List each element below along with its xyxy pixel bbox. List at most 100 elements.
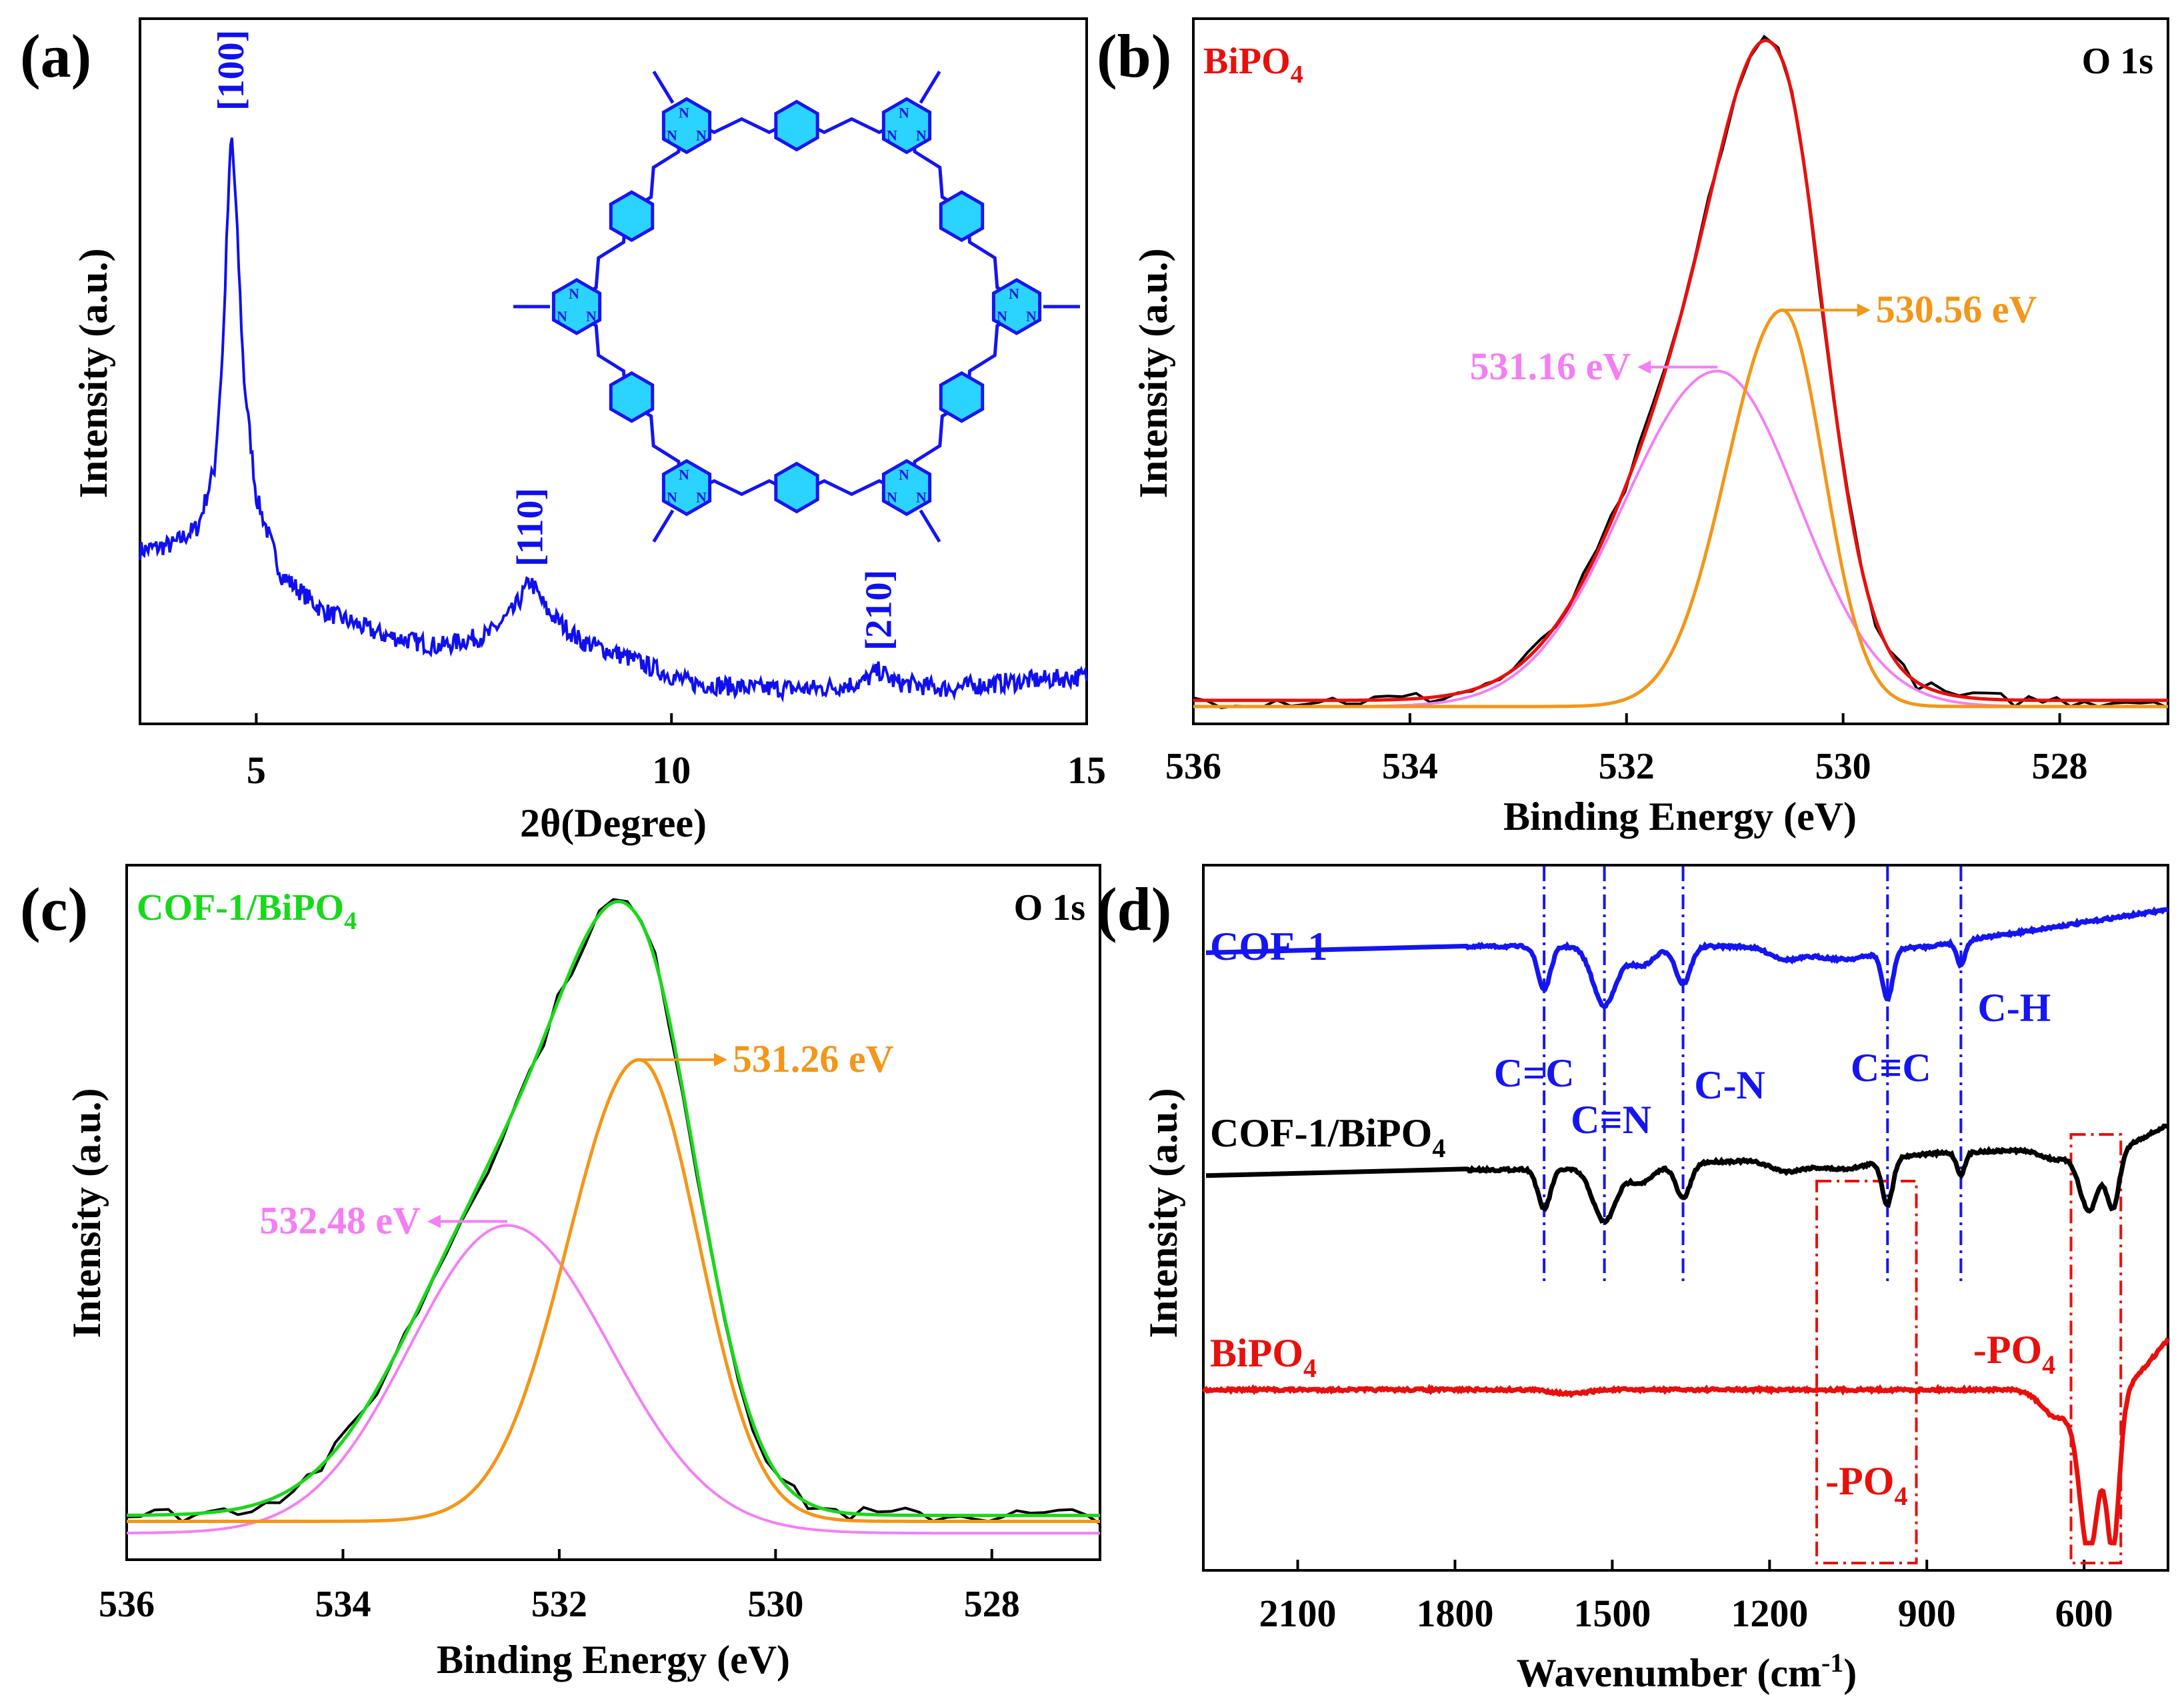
measured-spectrum — [1193, 34, 2169, 709]
ftir-spectrum — [1201, 1337, 2171, 1546]
panel-a-xlabel: 2θ(Degree) — [520, 801, 707, 845]
panel-d-xlabel: Wavenumber (cm-1) — [1517, 1648, 1857, 1695]
panel-a-peak-labels: [100] [110] [210] — [211, 30, 900, 651]
phenylene-ring — [774, 461, 819, 514]
series-label: COF-1 — [1210, 924, 1328, 968]
band-label: C≡C — [1851, 1046, 1931, 1090]
framework-extension-bond — [919, 71, 941, 104]
framework-extension-bond — [652, 509, 675, 543]
triazine-n-atom: N — [887, 489, 897, 505]
x-tick-label: 532 — [531, 1584, 587, 1625]
panel-c-letter: (c) — [20, 875, 88, 943]
panel-b-xlabel: Binding Energy (eV) — [1503, 795, 1857, 839]
series-label: BiPO4 — [1210, 1331, 1317, 1383]
x-tick-label: 528 — [2032, 746, 2088, 787]
panel-c: (c) COF-1/BiPO4 O 1s 536 534 532 530 528 532… — [20, 864, 1101, 1682]
triazine-ring — [881, 97, 932, 155]
x-tick-label: 536 — [99, 1584, 155, 1625]
triazine-n-atom: N — [887, 127, 897, 144]
triazine-n-atom: N — [569, 285, 579, 302]
triazine-n-atom: N — [899, 105, 909, 121]
orange-peak-label: 530.56 eV — [1876, 287, 2037, 331]
panel-b-core-level: O 1s — [2082, 41, 2153, 82]
panel-c-xlabel: Binding Energy (eV) — [437, 1638, 790, 1682]
triazine-n-atom: N — [997, 308, 1007, 325]
po4-region-box — [1815, 1180, 1918, 1564]
phenylene-ring — [609, 190, 655, 243]
ftir-spectrum — [1205, 906, 2169, 1010]
panel-a-letter: (a) — [20, 22, 91, 90]
panel-c-ylabel: Intensity (a.u.) — [65, 1088, 109, 1338]
panel-a: (a) 5 10 15 [100] [110] [210] 2θ(Degree) Int… — [20, 17, 1106, 845]
panel-b-title: BiPO4 — [1203, 41, 1303, 89]
po4-region-box — [2069, 1133, 2123, 1564]
x-tick-label: 5 — [247, 749, 266, 792]
x-tick-label: 1200 — [1731, 1592, 1808, 1635]
ftir-spectrum — [1205, 1123, 2169, 1225]
panel-a-ylabel: Intensity (a.u.) — [71, 248, 115, 498]
band-label: C-N — [1694, 1063, 1765, 1107]
phenylene-ring — [609, 371, 655, 423]
panel-a-xrd-line — [139, 137, 1088, 703]
phenylene-ring — [939, 371, 985, 423]
x-tick-label: 10 — [652, 749, 691, 792]
x-tick-label: 530 — [747, 1584, 803, 1625]
fit-component-pink — [1193, 369, 2168, 708]
framework-extension-bond — [652, 71, 675, 104]
panel-b-x-ticks: 536 534 532 530 528 — [1165, 713, 2088, 787]
pink-peak-label: 531.16 eV — [1470, 345, 1631, 388]
phenylene-ring — [939, 190, 985, 243]
po4-label: -PO4 — [1973, 1328, 2055, 1380]
panel-d: (d) 2100 1800 1500 1200 900 600 C=CC≡NC-N C≡CC… — [1097, 864, 2171, 1695]
triazine-n-atom: N — [1026, 308, 1037, 325]
fit-component-orange — [1193, 308, 2168, 709]
x-tick-label: 1500 — [1573, 1592, 1651, 1635]
triazine-ring — [991, 278, 1042, 335]
band-label: C=C — [1494, 1051, 1575, 1095]
band-label: C-H — [1977, 986, 2051, 1030]
panel-d-ylabel: Intensity (a.u.) — [1141, 1088, 1185, 1338]
x-tick-label: 2100 — [1259, 1592, 1337, 1635]
fit-component-pink — [127, 1224, 1100, 1535]
panel-d-band-lines — [1543, 866, 1963, 1283]
triazine-ring — [551, 278, 602, 335]
pink-arrowhead — [427, 1214, 441, 1228]
panel-b-frame — [1192, 17, 2169, 725]
panel-b-ylabel: Intensity (a.u.) — [1131, 248, 1175, 498]
po4-label: -PO4 — [1825, 1459, 1907, 1511]
fit-envelope — [126, 899, 1100, 1518]
panel-d-po4-boxes — [1815, 1133, 2123, 1564]
panel-d-frame — [1202, 864, 2169, 1572]
framework-extension-bond — [919, 509, 941, 543]
x-tick-label: 534 — [315, 1584, 371, 1625]
triazine-n-atom: N — [667, 127, 677, 144]
triazine-n-atom: N — [696, 489, 707, 505]
panel-d-spectra — [1201, 906, 2171, 1546]
panel-a-frame — [139, 17, 1088, 725]
phenylene-ring — [774, 99, 819, 152]
triazine-n-atom: N — [679, 105, 689, 121]
x-tick-label: 532 — [1599, 746, 1655, 787]
triazine-n-atom: N — [916, 127, 927, 144]
fit-envelope — [1193, 39, 2168, 703]
orange-arrowhead — [713, 1052, 727, 1066]
x-tick-label: 900 — [1898, 1592, 1956, 1635]
panel-d-letter: (d) — [1097, 875, 1171, 943]
orange-arrowhead — [1857, 303, 1871, 317]
pink-peak-label: 532.48 eV — [259, 1198, 421, 1242]
triazine-ring — [661, 97, 712, 155]
triazine-ring — [661, 459, 712, 517]
series-label: COF-1/BiPO4 — [1210, 1111, 1445, 1163]
fit-component-orange — [127, 1058, 1100, 1523]
peak-label: [100] — [211, 30, 252, 111]
x-tick-label: 15 — [1067, 749, 1106, 792]
x-tick-label: 536 — [1165, 746, 1221, 787]
panel-a-x-ticks: 5 10 15 — [247, 713, 1106, 792]
panel-d-labels: C=CC≡N C-N C≡C C-H -PO4 -PO4 COF-1 COF-1/BiPO4 B… — [1210, 924, 2055, 1511]
triazine-ring — [881, 459, 932, 517]
triazine-n-atom: N — [557, 308, 567, 325]
panel-b-peak-labels: 531.16 eV 530.56 eV — [1470, 287, 2037, 388]
triazine-n-atom: N — [1009, 285, 1019, 302]
